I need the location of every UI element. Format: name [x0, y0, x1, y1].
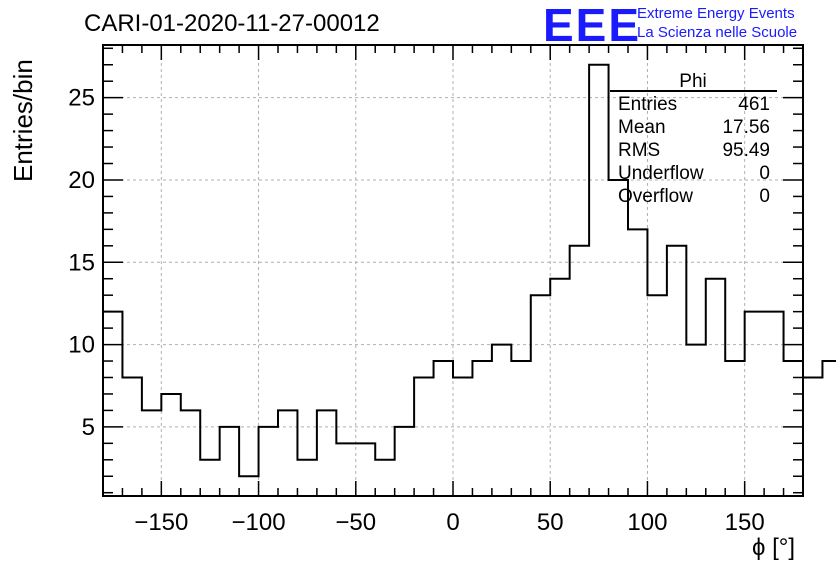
x-tick-label: 50	[537, 509, 564, 536]
histogram-bin	[297, 460, 316, 496]
histogram-bin	[395, 427, 414, 496]
histogram-bin	[259, 427, 278, 496]
stats-row-label: Mean	[618, 117, 666, 138]
stats-row-label: Underflow	[618, 163, 704, 184]
histogram-bin	[434, 361, 453, 496]
x-axis-label: ϕ [°]	[752, 534, 796, 561]
logo-line-2: La Scienza nelle Scuole	[637, 24, 798, 41]
stats-row-value: 461	[738, 94, 770, 115]
histogram-bin	[725, 361, 744, 496]
histogram-bin	[453, 377, 472, 496]
y-tick-label: 5	[82, 414, 95, 441]
histogram-bin	[686, 345, 705, 496]
histogram-bin	[317, 410, 336, 496]
histogram-bin	[220, 427, 239, 496]
x-tick-label: −50	[335, 509, 376, 536]
histogram-bin	[336, 443, 355, 496]
histogram-bin	[181, 410, 200, 496]
x-tick-label: −100	[232, 509, 286, 536]
histogram-bin	[511, 361, 530, 496]
histogram-bin	[647, 295, 666, 496]
histogram-bin	[414, 377, 433, 496]
histogram-bin	[628, 229, 647, 496]
plot-title: CARI-01-2020-11-27-00012	[84, 10, 380, 37]
stats-row-value: 95.49	[722, 140, 770, 161]
histogram-bin	[375, 460, 394, 496]
stats-row-value: 0	[759, 163, 770, 184]
histogram-bin	[745, 312, 764, 496]
y-tick-label: 20	[68, 167, 95, 194]
histogram-bin	[278, 410, 297, 496]
histogram-bin	[531, 295, 550, 496]
histogram-bin	[200, 460, 219, 496]
histogram-bin	[472, 361, 491, 496]
histogram-bin	[142, 410, 161, 496]
histogram-bin	[803, 377, 822, 496]
x-tick-label: 150	[725, 509, 765, 536]
x-tick-label: 100	[627, 509, 667, 536]
histogram-bin	[764, 312, 783, 496]
histogram-line	[103, 63, 836, 478]
histogram-bin	[706, 279, 725, 496]
stats-row-value: 0	[759, 186, 770, 207]
y-axis-label: Entries/bin	[8, 59, 38, 182]
histogram-bin	[161, 394, 180, 496]
histogram-bin	[822, 361, 836, 496]
stats-row-label: RMS	[618, 140, 660, 161]
x-tick-label: −150	[134, 509, 188, 536]
eee-logo-text: Extreme Energy Events La Scienza nelle S…	[637, 4, 797, 42]
histogram-bin	[550, 279, 569, 496]
stats-row-label: Entries	[618, 94, 677, 115]
x-tick-label: 0	[446, 509, 459, 536]
histogram-bin	[492, 345, 511, 496]
histogram-bin	[356, 443, 375, 496]
histogram-bin	[103, 312, 122, 496]
histogram-bin	[122, 377, 141, 496]
stats-box-title: Phi	[679, 71, 706, 92]
stats-row-value: 17.56	[722, 117, 770, 138]
histogram-bin	[570, 246, 589, 496]
histogram-bin	[239, 476, 258, 496]
y-tick-label: 15	[68, 249, 95, 276]
stats-row-label: Overflow	[618, 186, 693, 207]
eee-logo: EEE	[543, 0, 642, 51]
histogram-bin	[667, 246, 686, 496]
histogram-bin	[589, 65, 608, 496]
histogram-bin	[609, 180, 628, 496]
y-tick-label: 10	[68, 332, 95, 359]
logo-line-1: Extreme Energy Events	[637, 5, 795, 22]
y-tick-label: 25	[68, 85, 95, 112]
